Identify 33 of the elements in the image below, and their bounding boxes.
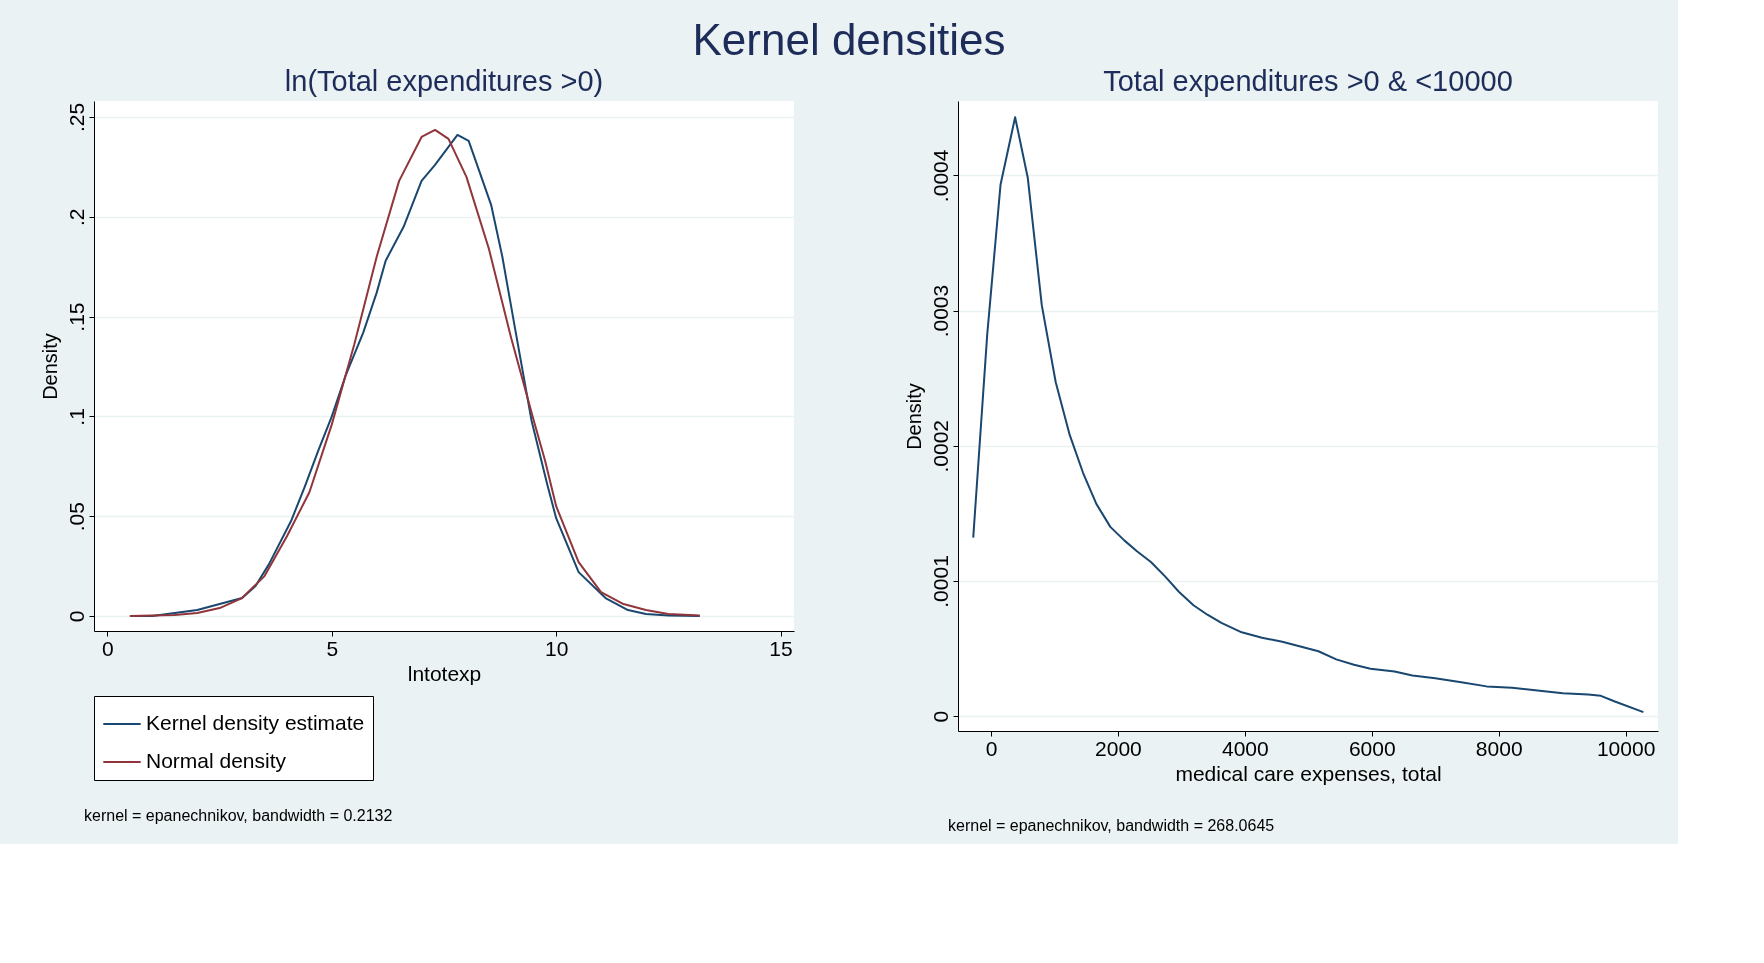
y-tick-label: .25 — [64, 102, 88, 133]
text: kernel = epanechnikov, bandwidth = 0.2132 — [84, 807, 393, 824]
x-tick-label: 6000 — [1348, 736, 1396, 760]
y-tick-label: .15 — [64, 302, 88, 332]
x-tick-label: 10 — [545, 636, 569, 660]
x-tick-label: 5 — [326, 636, 339, 660]
chart-subtitle: ln(Total expenditures >0) — [284, 65, 604, 97]
x-tick-label: 8000 — [1475, 736, 1523, 760]
legend-label: Normal density — [146, 749, 287, 772]
legend-label: Kernel density estimate — [146, 711, 365, 734]
text: kernel = epanechnikov, bandwidth = 268.0645 — [948, 817, 1275, 834]
y-tick-label: 0 — [928, 710, 952, 723]
x-tick-label: 0 — [102, 636, 114, 660]
x-axis-title: lntotexp — [407, 661, 482, 685]
x-tick-label: 10000 — [1596, 736, 1656, 760]
x-axis-title: medical care expenses, total — [1175, 761, 1442, 785]
y-tick-label: .0004 — [928, 149, 952, 203]
x-tick-label: 4000 — [1221, 736, 1269, 760]
chart-subtitle: Total expenditures >0 & <10000 — [1103, 65, 1513, 97]
y-tick-label: .0003 — [928, 284, 952, 338]
chart-title: Kernel densities — [692, 15, 1006, 64]
y-axis-title: Density — [38, 333, 61, 400]
y-tick-label: .1 — [64, 408, 88, 426]
y-tick-label: 0 — [64, 610, 88, 623]
y-tick-label: .2 — [64, 208, 88, 227]
y-tick-label: .05 — [64, 502, 88, 532]
x-tick-label: 2000 — [1095, 736, 1142, 760]
y-tick-label: .0002 — [928, 419, 952, 473]
x-tick-label: 15 — [769, 636, 793, 660]
y-axis-title: Density — [902, 383, 925, 450]
y-tick-label: .0001 — [928, 555, 952, 608]
line-series — [972, 116, 1645, 714]
x-tick-label: 0 — [985, 736, 998, 760]
